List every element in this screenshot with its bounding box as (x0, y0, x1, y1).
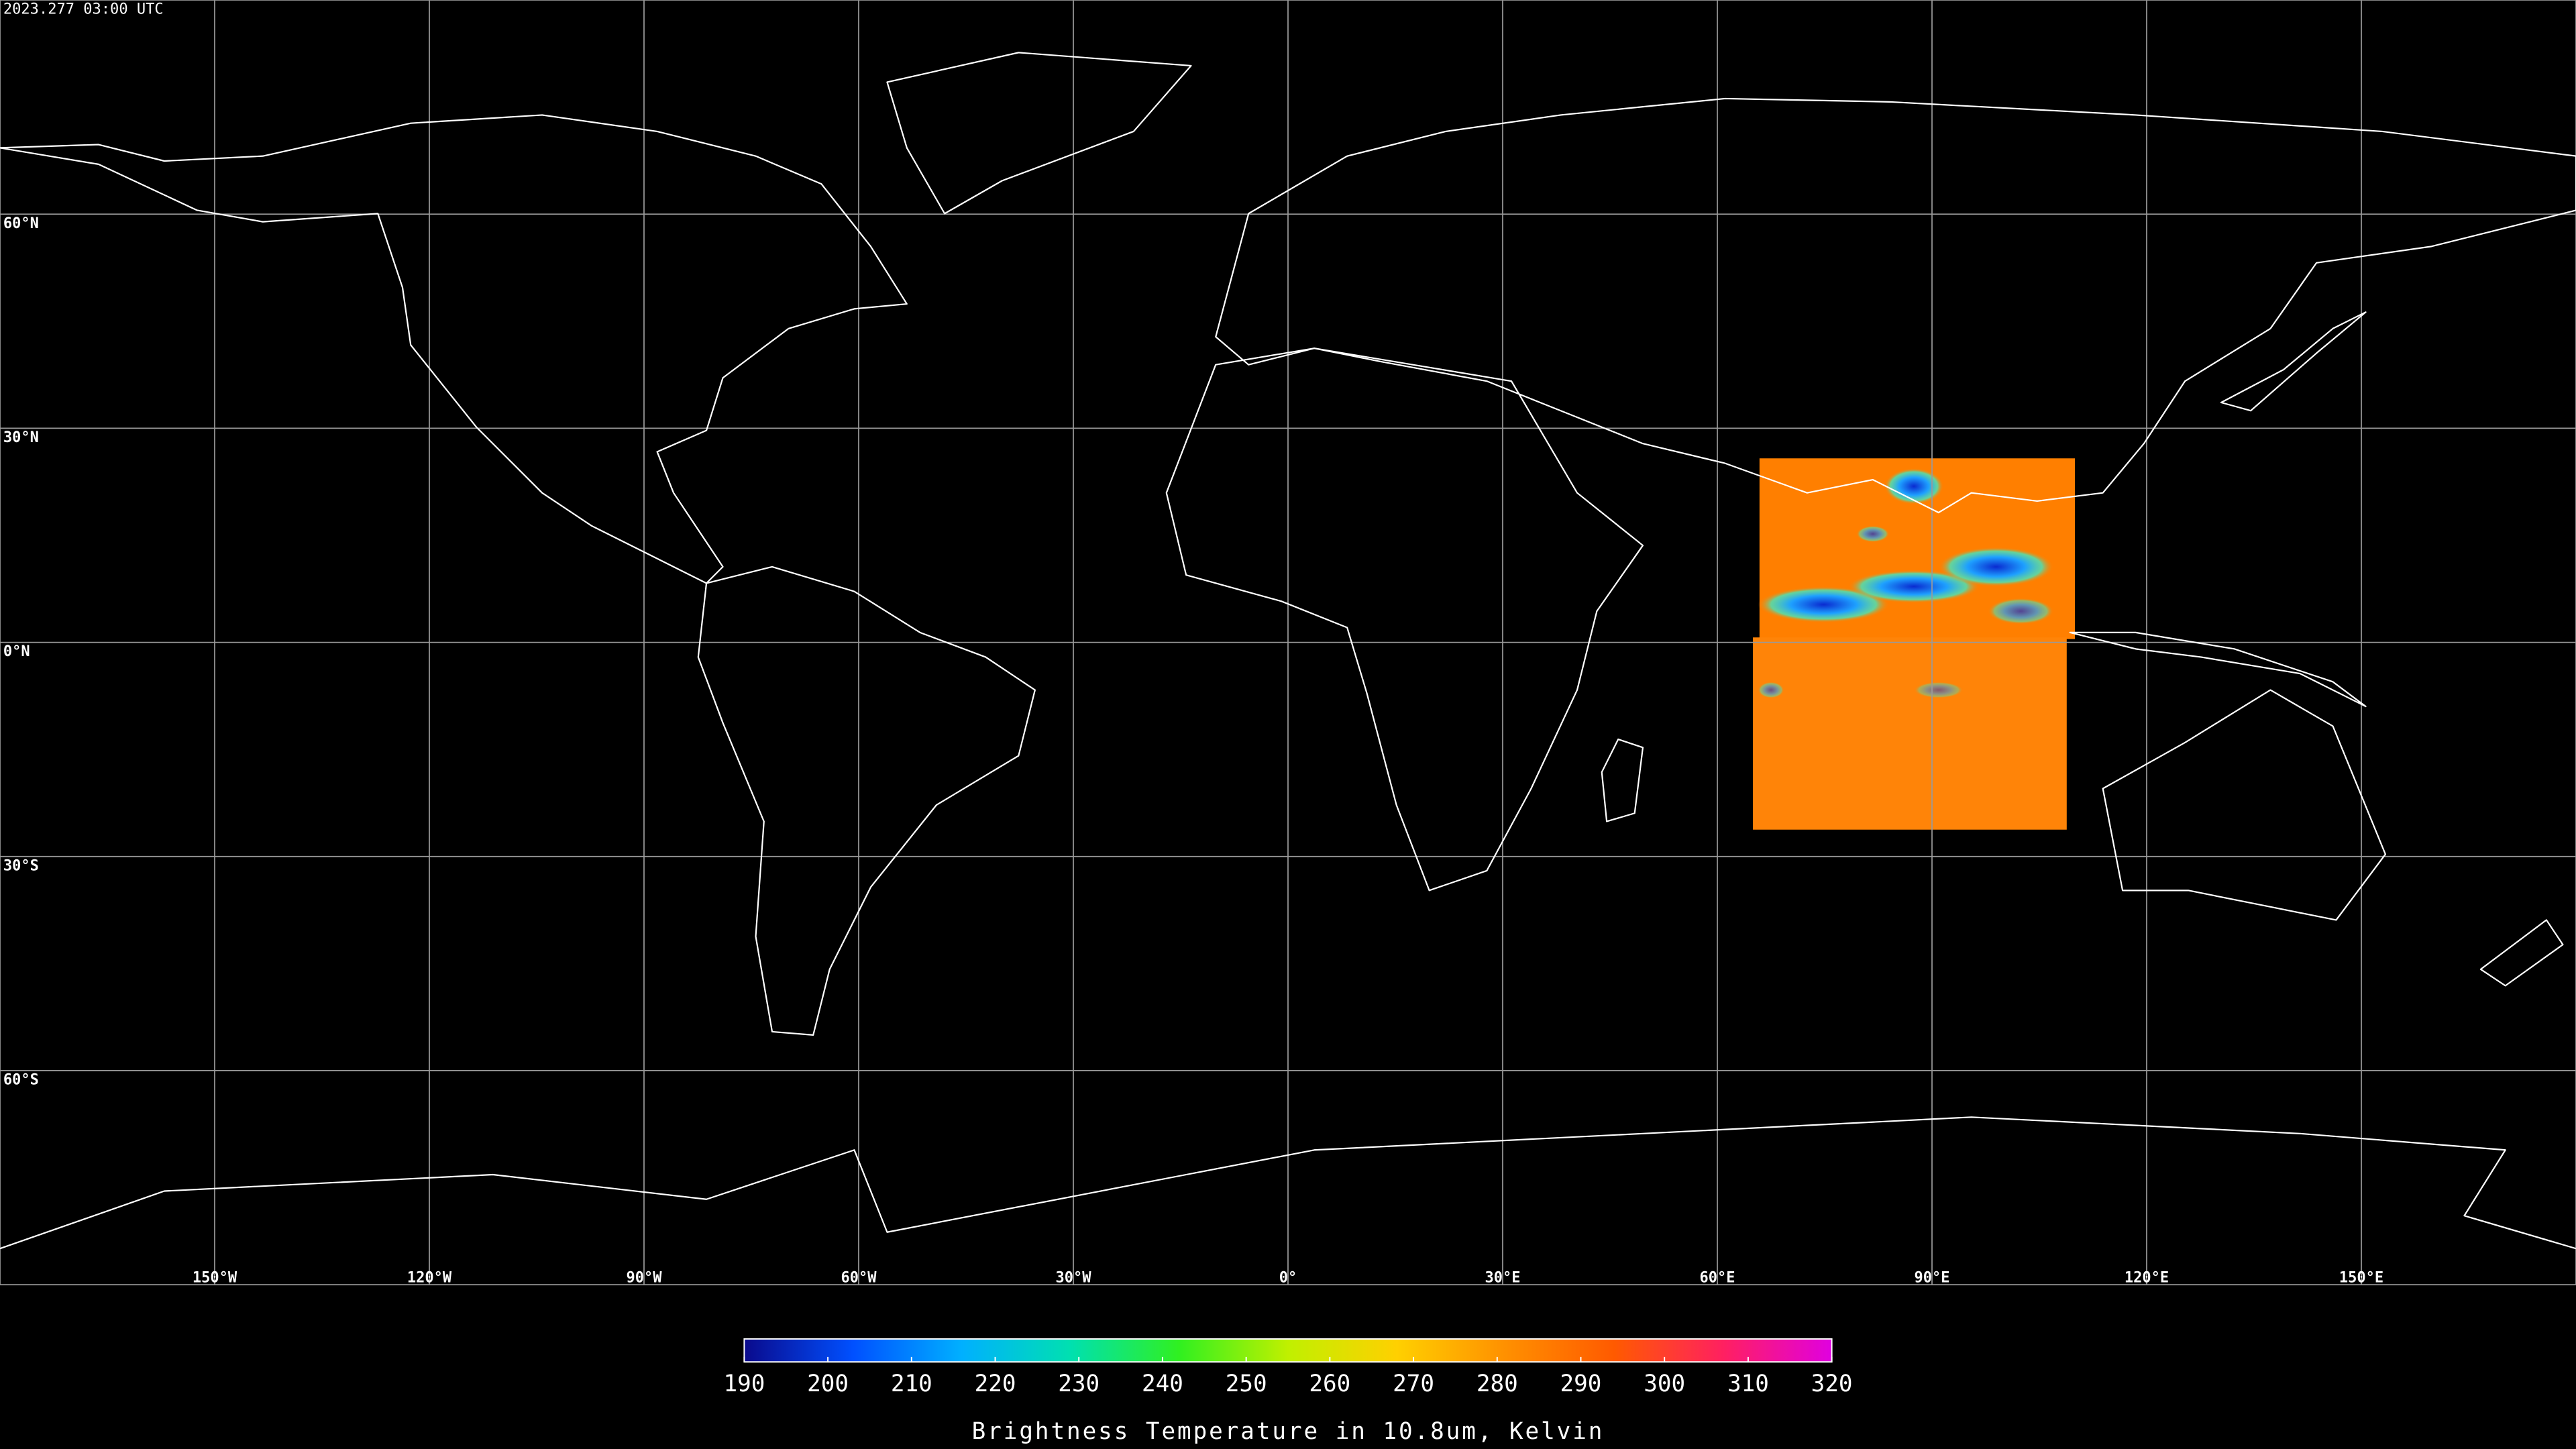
colorbar-tick-label: 260 (1309, 1371, 1350, 1397)
colorbar-tick-label: 290 (1560, 1371, 1602, 1397)
coastlines (0, 52, 2576, 1250)
colorbar-tick-label: 230 (1058, 1371, 1099, 1397)
colorbar-label: Brightness Temperature in 10.8um, Kelvin (972, 1418, 1605, 1445)
lon-label: 150°W (193, 1269, 237, 1286)
lon-label: 60°E (1699, 1269, 1735, 1286)
lon-label: 90°W (626, 1269, 662, 1286)
lon-label: 120°W (407, 1269, 452, 1286)
colorbar-tick-label: 200 (807, 1371, 849, 1397)
lon-label: 90°E (1914, 1269, 1949, 1286)
colorbar-tick-label: 190 (723, 1371, 765, 1397)
colorbar: 190 200 210 220 230 240 250 260 270 280 290 300 310 3… (723, 1338, 1853, 1397)
lat-label: 30°S (3, 857, 39, 874)
colorbar-tick-label: 250 (1226, 1371, 1267, 1397)
lat-label: 60°S (3, 1072, 39, 1089)
colorbar-ramp (743, 1338, 1833, 1363)
colorbar-tick-label: 280 (1477, 1371, 1518, 1397)
colorbar-tick-label: 210 (891, 1371, 932, 1397)
colorbar-tick-label: 220 (975, 1371, 1016, 1397)
graticule (0, 0, 2576, 1285)
lat-label: 30°N (3, 429, 39, 446)
lat-label: 0°N (3, 643, 30, 660)
lon-label: 120°E (2125, 1269, 2169, 1286)
lon-label: 60°W (841, 1269, 877, 1286)
colorbar-tick-label: 240 (1142, 1371, 1183, 1397)
lon-label: 150°E (2339, 1269, 2383, 1286)
colorbar-tick-label: 320 (1811, 1371, 1853, 1397)
lon-label: 30°W (1055, 1269, 1091, 1286)
satellite-image (1753, 458, 2076, 830)
lon-label: 0° (1279, 1269, 1297, 1286)
map-border (0, 0, 2576, 1285)
colorbar-tick-label: 270 (1393, 1371, 1434, 1397)
lat-label: 60°N (3, 215, 39, 232)
colorbar-tick-label: 300 (1644, 1371, 1685, 1397)
lon-label: 30°E (1485, 1269, 1520, 1286)
colorbar-tick-label: 310 (1727, 1371, 1769, 1397)
timestamp: 2023.277 03:00 UTC (3, 1, 164, 18)
